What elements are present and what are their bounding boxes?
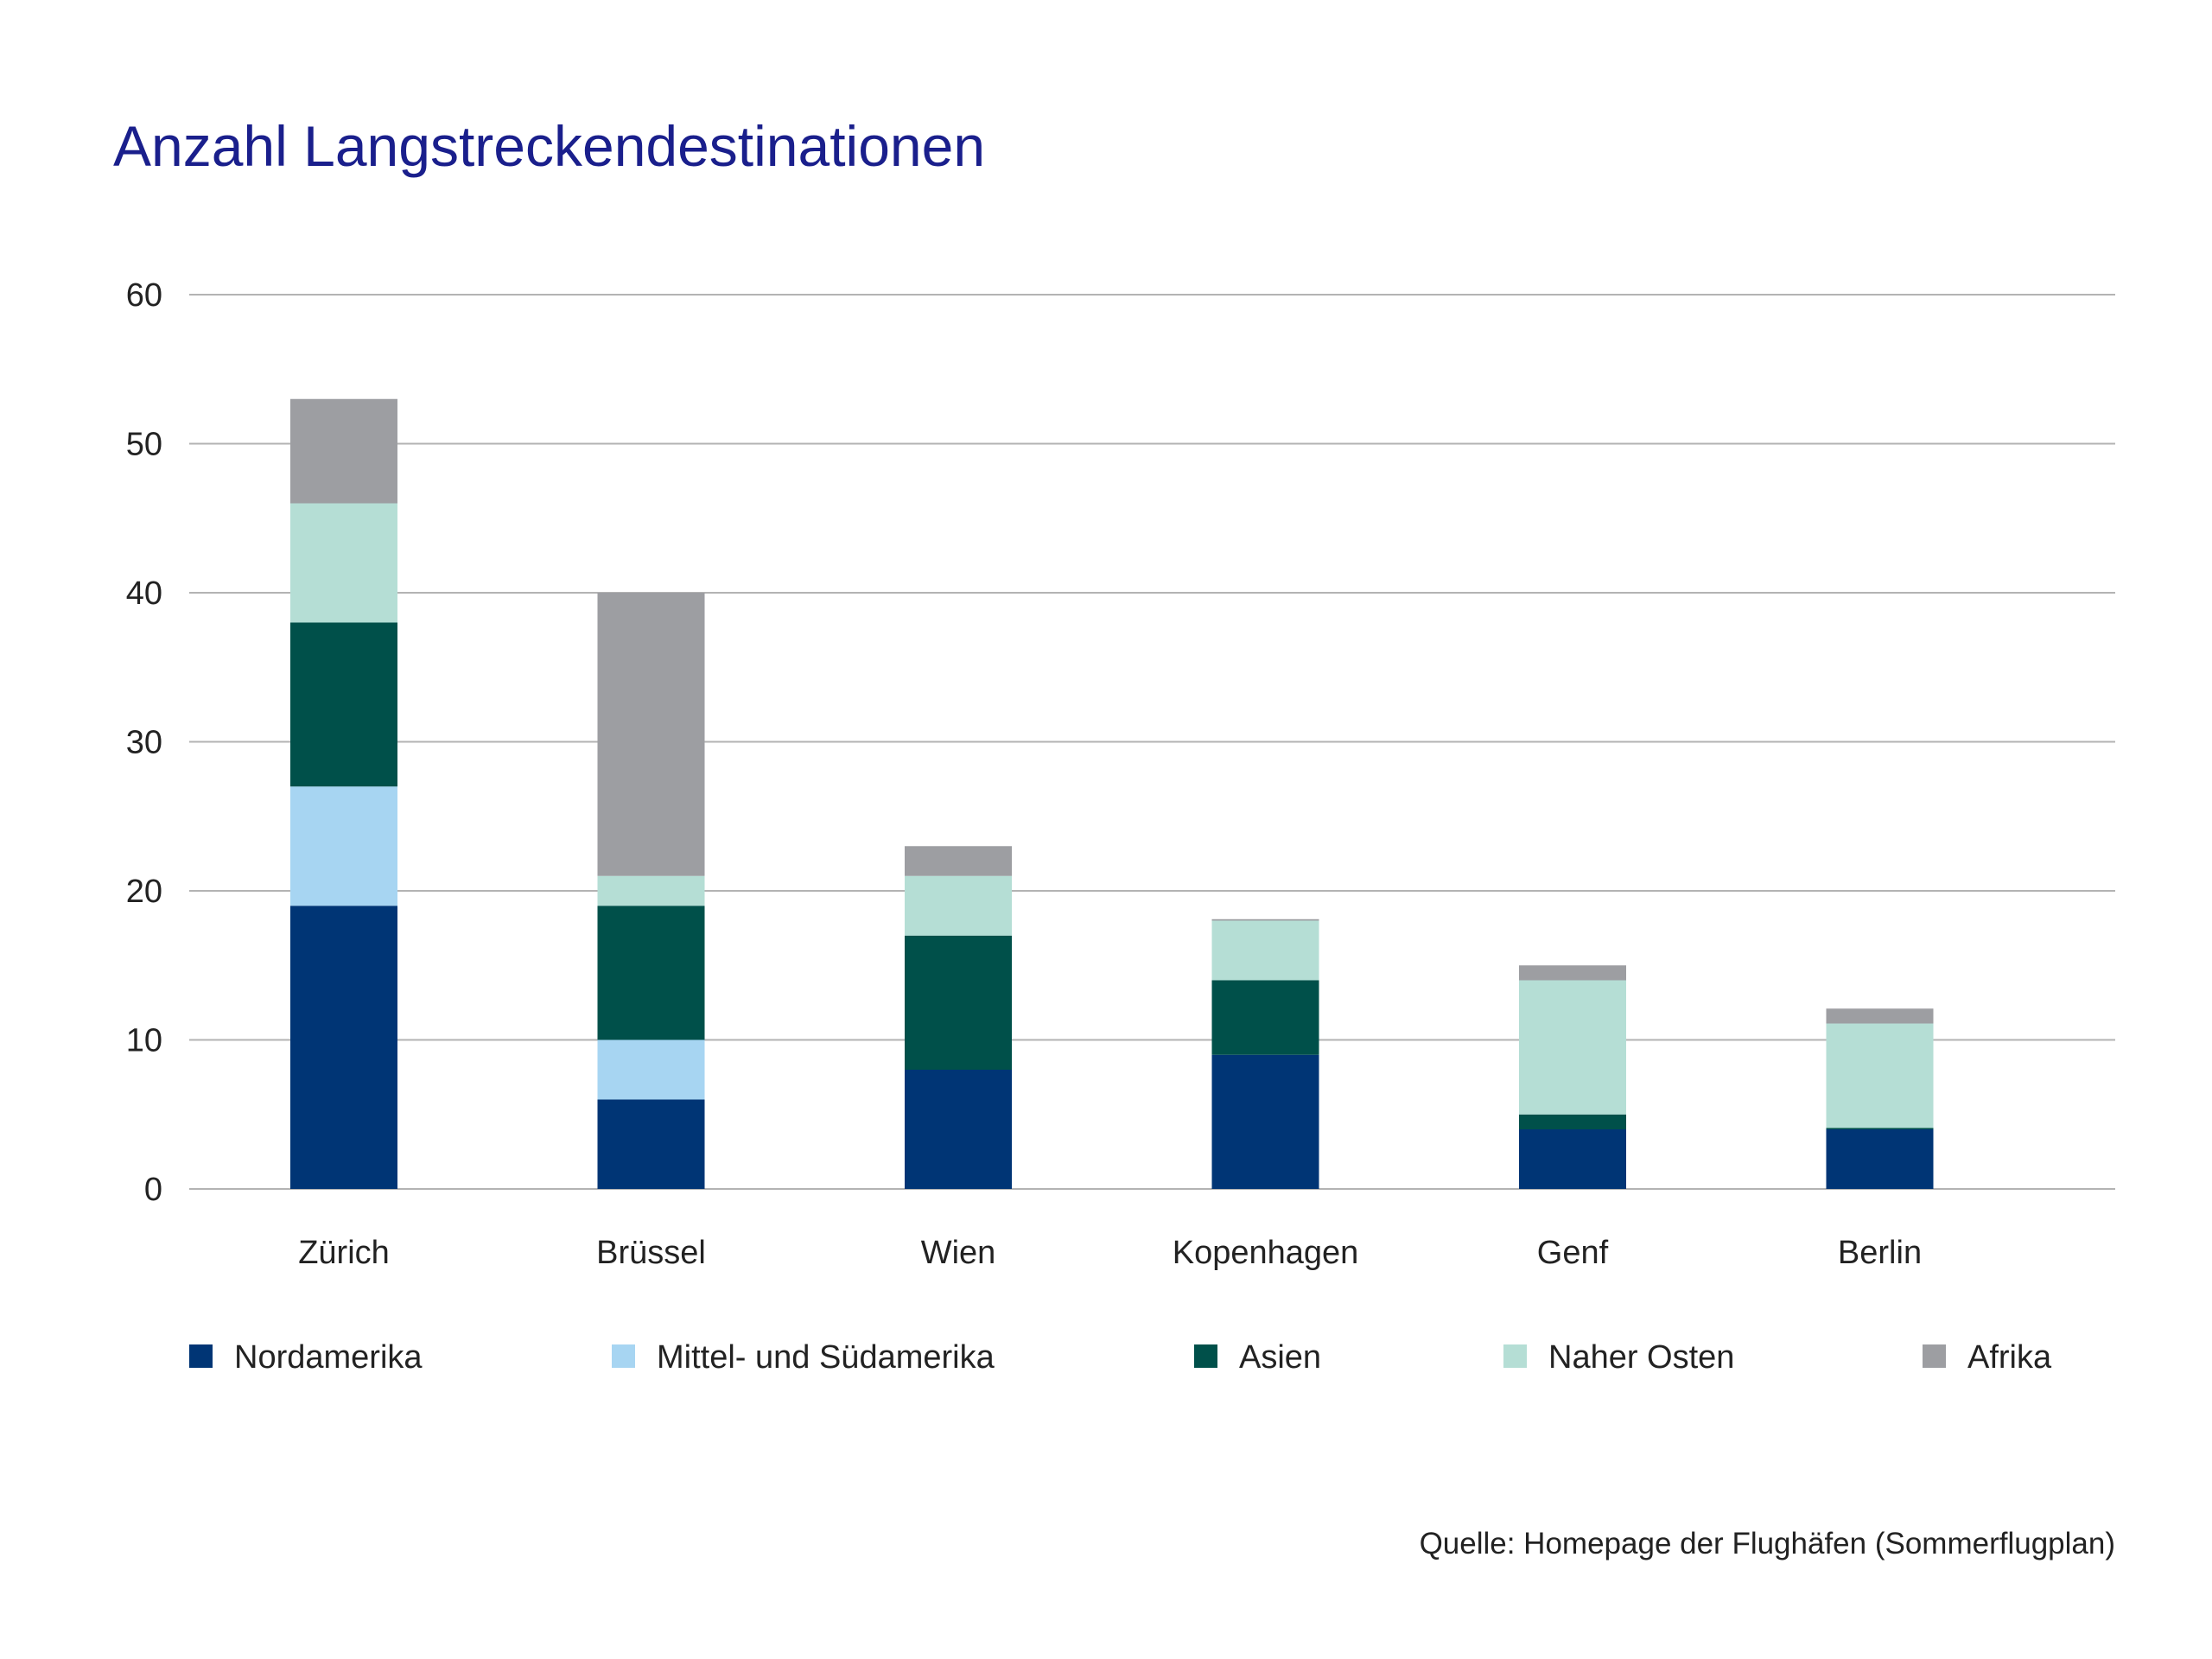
legend-swatch [612, 1344, 635, 1368]
bar-segment [905, 935, 1012, 1070]
source-note: Quelle: Homepage der Flughäfen (Sommerfl… [1420, 1527, 2115, 1560]
bar-segment [290, 906, 397, 1189]
bar-segment [1826, 1129, 1934, 1189]
chart-title: Anzahl Langstreckendestinationen [113, 114, 985, 178]
legend-label: Naher Osten [1548, 1339, 1734, 1376]
y-tick-label: 20 [126, 874, 162, 910]
bars [290, 398, 1934, 1189]
bar-segment [290, 786, 397, 906]
bar-segment [1211, 1054, 1319, 1189]
bar-segment [1826, 1008, 1934, 1024]
y-tick-label: 60 [126, 277, 162, 314]
bar-segment [290, 398, 397, 504]
y-axis: 0 10 20 30 40 50 60 [126, 277, 162, 1208]
bar-segment [1826, 1023, 1934, 1128]
legend-swatch [1923, 1344, 1946, 1368]
x-tick-label: Kopenhagen [1173, 1235, 1359, 1271]
legend-swatch [1503, 1344, 1527, 1368]
bar-segment [1826, 1128, 1934, 1129]
legend-label: Afrika [1967, 1339, 2052, 1376]
y-tick-label: 10 [126, 1023, 162, 1059]
y-tick-label: 50 [126, 427, 162, 463]
bar-segment [597, 906, 705, 1040]
bar-segment [290, 622, 397, 787]
legend-label: Asien [1239, 1339, 1321, 1376]
y-tick-label: 40 [126, 575, 162, 612]
x-axis: Zürich Brüssel Wien Kopenhagen Genf Berlin [298, 1235, 1922, 1271]
bar-segment [1519, 1114, 1626, 1129]
bar-segment [290, 503, 397, 623]
bar-segment [597, 1099, 705, 1189]
bar-segment [1519, 980, 1626, 1115]
bar-segment [905, 875, 1012, 936]
bar-segment [597, 1039, 705, 1100]
grid [189, 294, 2115, 1190]
bar-segment [1519, 965, 1626, 981]
y-tick-label: 30 [126, 725, 162, 761]
x-tick-label: Berlin [1838, 1235, 1922, 1271]
bar-segment [1211, 980, 1319, 1055]
bar-segment [1211, 918, 1319, 921]
legend-label: Nordamerika [234, 1339, 423, 1376]
x-tick-label: Zürich [298, 1235, 390, 1271]
legend: Nordamerika Mittel- und Südamerika Asien Na… [189, 1339, 2052, 1376]
bar-segment [597, 875, 705, 906]
bar-segment [905, 846, 1012, 876]
x-tick-label: Brüssel [596, 1235, 706, 1271]
bar-segment [597, 593, 705, 876]
y-tick-label: 0 [144, 1172, 162, 1208]
bar-segment [1519, 1129, 1626, 1189]
legend-swatch [189, 1344, 213, 1368]
legend-swatch [1194, 1344, 1217, 1368]
x-tick-label: Wien [921, 1235, 996, 1271]
x-tick-label: Genf [1537, 1235, 1609, 1271]
legend-label: Mittel- und Südamerika [657, 1339, 995, 1376]
bar-segment [905, 1070, 1012, 1189]
bar-segment [1211, 920, 1319, 981]
